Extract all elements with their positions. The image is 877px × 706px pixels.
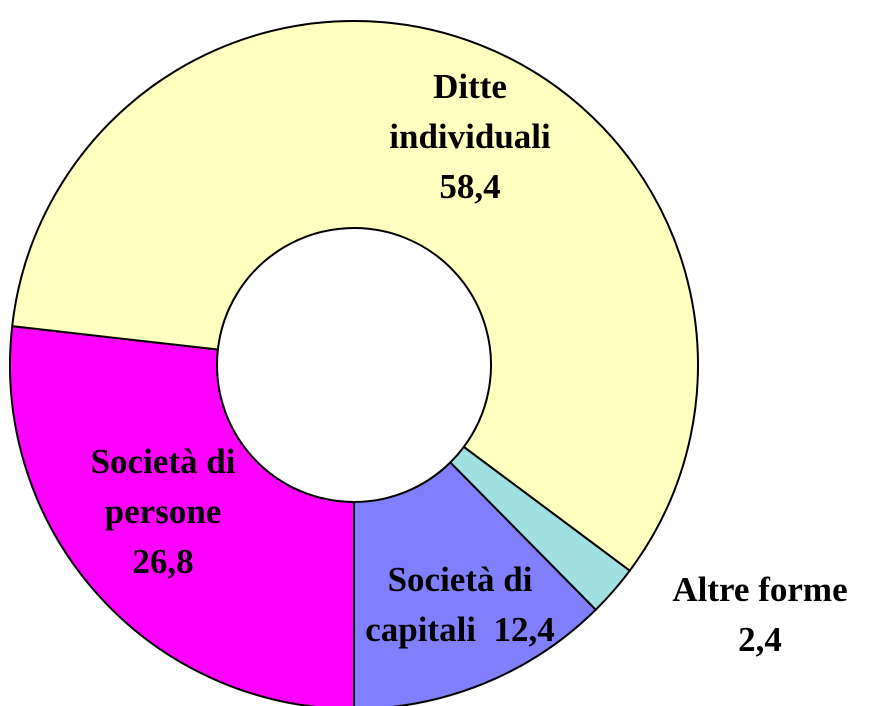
donut-segment bbox=[353, 461, 598, 706]
value-label: 58,4 bbox=[439, 167, 501, 206]
value-label: 12,4 bbox=[493, 610, 555, 649]
segment-label: Altre forme 2,4 bbox=[650, 565, 870, 665]
segment-label: Società di persone 26,8 bbox=[58, 437, 268, 587]
donut-segment bbox=[11, 20, 699, 573]
value-label: 26,8 bbox=[132, 542, 194, 581]
value-label: 2,4 bbox=[738, 620, 782, 659]
category-name: Ditte individuali bbox=[389, 67, 551, 156]
category-name: Società di persone bbox=[90, 442, 236, 531]
donut-segment bbox=[9, 325, 355, 706]
category-name: Società di capitali bbox=[365, 560, 533, 649]
category-name: Altre forme bbox=[672, 570, 848, 609]
segment-label: Società di capitali 12,4 bbox=[340, 555, 580, 655]
segment-label: Ditte individuali 58,4 bbox=[360, 62, 580, 212]
